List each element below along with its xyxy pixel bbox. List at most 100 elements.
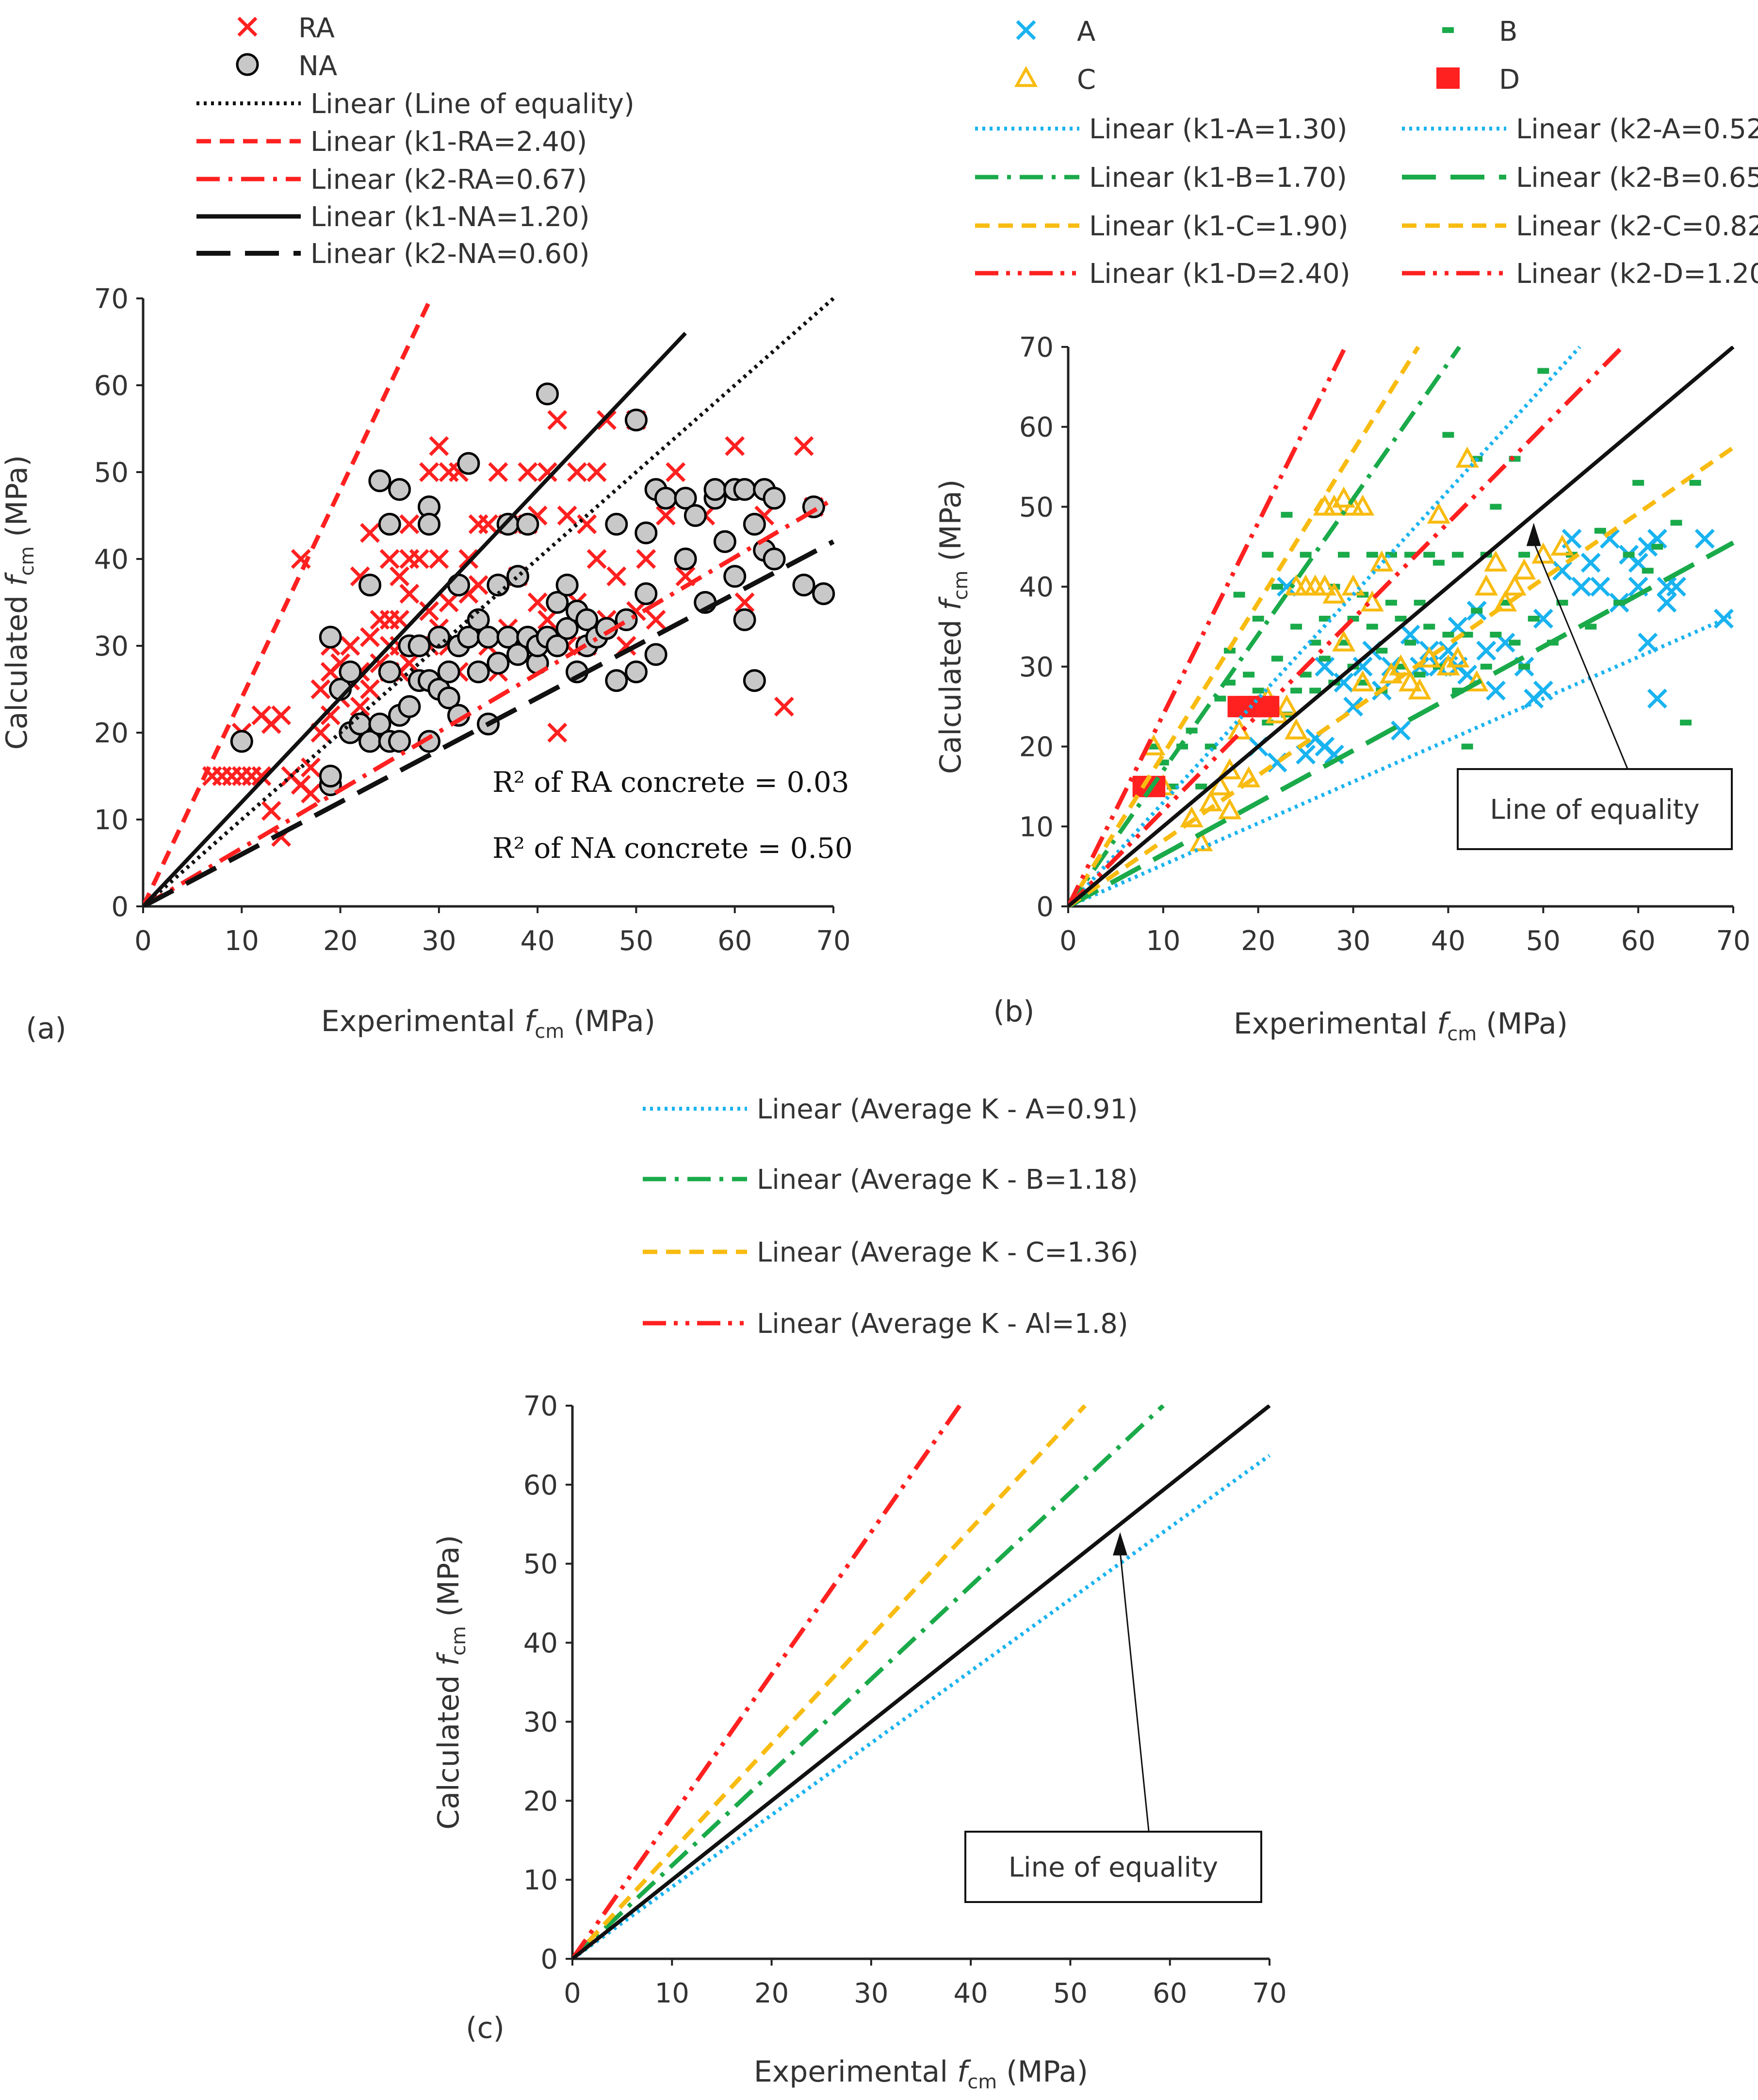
plot-area (1068, 346, 1735, 907)
data-point (1461, 743, 1473, 750)
data-point (1513, 558, 1536, 580)
data-point (1432, 559, 1445, 566)
data-point (536, 382, 559, 406)
data-point (1332, 486, 1356, 508)
chart-panel-c: 0 10 20 30 40 50 60 70 0 10 20 30 40 50 60 70 Experiment… (432, 1094, 1287, 2093)
legend-label: Linear (Line of equality) (310, 88, 635, 120)
data-point (1436, 67, 1460, 89)
data-point (1218, 798, 1242, 820)
legend-item: Linear (k2-D=1.20) (1402, 258, 1758, 290)
annotation-text: R² of NA concrete = 0.50 (492, 832, 853, 865)
data-point (457, 452, 480, 475)
callout-arrowhead (1526, 523, 1541, 546)
legend-label: Linear (Average K - B=1.18) (757, 1164, 1138, 1196)
y-tick-label: 50 (523, 1549, 558, 1580)
panel-label: (b) (993, 995, 1035, 1029)
data-point (1276, 576, 1297, 597)
data-point (1208, 774, 1232, 796)
x-tick-label: 70 (1252, 1978, 1286, 2009)
data-point (437, 686, 460, 709)
data-point (340, 636, 360, 656)
data-point (743, 512, 766, 536)
x-tick-label: 30 (422, 925, 456, 957)
data-point (429, 549, 449, 569)
data-point (1518, 552, 1530, 558)
legend-label: Linear (k1-C=1.90) (1089, 211, 1349, 242)
trend-line (143, 331, 687, 907)
data-point (1271, 656, 1283, 662)
data-point (674, 487, 697, 510)
legend-label: NA (298, 50, 337, 82)
x-tick-label: 10 (655, 1978, 689, 2009)
legend-item: Linear (k2-RA=0.67) (196, 164, 587, 196)
y-tick-label: 10 (1019, 811, 1054, 843)
data-point (1476, 640, 1497, 661)
legend-label: Linear (k2-B=0.65) (1516, 162, 1758, 194)
legend-label: Linear (k1-A=1.30) (1089, 114, 1348, 145)
data-point (1509, 640, 1521, 646)
legend-item: Linear (k1-B=1.70) (975, 162, 1347, 194)
legend-item: Linear (k2-NA=0.60) (196, 238, 590, 270)
data-point (478, 514, 498, 534)
data-point (319, 625, 342, 649)
legend-label: B (1499, 16, 1517, 48)
data-point (725, 436, 745, 456)
data-point (1404, 640, 1416, 646)
y-tick-label: 40 (94, 544, 129, 575)
data-point (537, 609, 557, 630)
data-point (1389, 654, 1413, 676)
data-point (1237, 766, 1261, 788)
data-point (684, 504, 707, 527)
data-point (1427, 502, 1450, 524)
x-tick-label: 60 (1621, 925, 1656, 957)
y-tick-label: 50 (1019, 492, 1054, 523)
data-point (1318, 656, 1331, 662)
data-point (1332, 630, 1356, 652)
data-point (467, 608, 490, 631)
data-point (487, 652, 510, 675)
data-point (567, 462, 587, 482)
y-axis-title: Calculated fcm (MPa) (0, 455, 38, 750)
data-point (1408, 678, 1432, 700)
data-point (812, 582, 835, 606)
data-point (1252, 616, 1264, 622)
x-tick-label: 50 (1053, 1978, 1088, 2009)
legend-item: Linear (Average K - C=1.36) (643, 1237, 1139, 1268)
data-point (635, 521, 658, 544)
data-point (429, 436, 449, 456)
data-point (1518, 663, 1530, 670)
legend-item: Linear (k1-D=2.40) (975, 258, 1351, 290)
data-point (271, 705, 292, 725)
trend-line (1068, 346, 1735, 907)
callout: Line of equality (1457, 523, 1733, 850)
data-point (301, 757, 321, 778)
data-point (407, 634, 431, 657)
data-point (1290, 688, 1302, 694)
data-point (723, 565, 747, 588)
data-point (1334, 673, 1354, 693)
data-point (388, 478, 411, 501)
data-point (358, 574, 382, 597)
data-point (350, 696, 370, 717)
legend-label: Linear (k1-NA=1.20) (310, 201, 590, 233)
data-point (1632, 480, 1644, 486)
data-point (1571, 576, 1592, 597)
x-tick-label: 20 (1241, 925, 1275, 957)
data-point (1689, 480, 1701, 486)
data-point (1452, 552, 1464, 558)
data-point (236, 53, 259, 76)
data-point (1503, 574, 1527, 596)
data-point (763, 547, 786, 571)
data-point (418, 512, 441, 536)
data-point (1189, 830, 1213, 852)
data-point (586, 462, 607, 482)
callout-arrow-line (1119, 1551, 1150, 1832)
callout-text: Line of equality (1490, 794, 1699, 826)
data-point (1014, 66, 1038, 87)
data-point (368, 469, 391, 492)
data-point (1223, 647, 1236, 654)
callout-box (1457, 768, 1733, 850)
data-point (360, 679, 380, 699)
data-point (237, 16, 258, 37)
legend-item: Linear (k2-A=0.52) (1402, 114, 1758, 145)
